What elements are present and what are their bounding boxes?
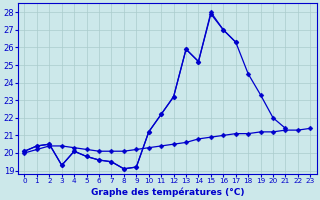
X-axis label: Graphe des températures (°C): Graphe des températures (°C) <box>91 187 244 197</box>
